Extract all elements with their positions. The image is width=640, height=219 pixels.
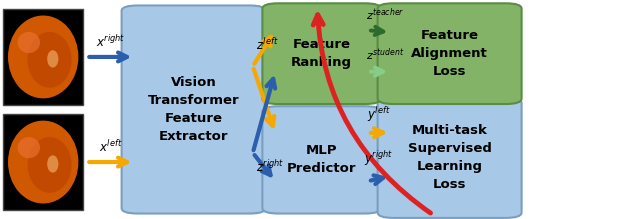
Text: $x^{left}$: $x^{left}$	[99, 140, 122, 155]
Text: $y^{right}$: $y^{right}$	[365, 149, 394, 168]
Ellipse shape	[28, 137, 72, 193]
Text: Vision
Transformer
Feature
Extractor: Vision Transformer Feature Extractor	[148, 76, 239, 143]
Bar	[3, 9, 83, 105]
Ellipse shape	[18, 32, 40, 53]
Text: $z^{right}$: $z^{right}$	[256, 159, 284, 175]
FancyBboxPatch shape	[378, 3, 522, 104]
FancyBboxPatch shape	[378, 97, 522, 218]
Text: $y^{left}$: $y^{left}$	[367, 105, 391, 124]
Text: $z^{left}$: $z^{left}$	[256, 37, 278, 53]
Text: $z^{student}$: $z^{student}$	[367, 46, 404, 63]
Text: $z^{teacher}$: $z^{teacher}$	[366, 7, 405, 23]
Ellipse shape	[28, 32, 72, 88]
FancyBboxPatch shape	[262, 3, 381, 104]
Text: MLP
Predictor: MLP Predictor	[287, 144, 356, 175]
Ellipse shape	[47, 50, 58, 67]
Ellipse shape	[8, 16, 79, 98]
Text: $x^{right}$: $x^{right}$	[96, 34, 125, 50]
Text: Multi-task
Supervised
Learning
Loss: Multi-task Supervised Learning Loss	[408, 124, 492, 191]
Bar	[3, 114, 83, 210]
FancyBboxPatch shape	[262, 106, 381, 214]
Ellipse shape	[8, 121, 79, 203]
Ellipse shape	[47, 155, 58, 173]
FancyBboxPatch shape	[122, 5, 266, 214]
Text: Feature
Ranking: Feature Ranking	[291, 38, 352, 69]
Text: Feature
Alignment
Loss: Feature Alignment Loss	[412, 29, 488, 78]
Ellipse shape	[18, 137, 40, 158]
